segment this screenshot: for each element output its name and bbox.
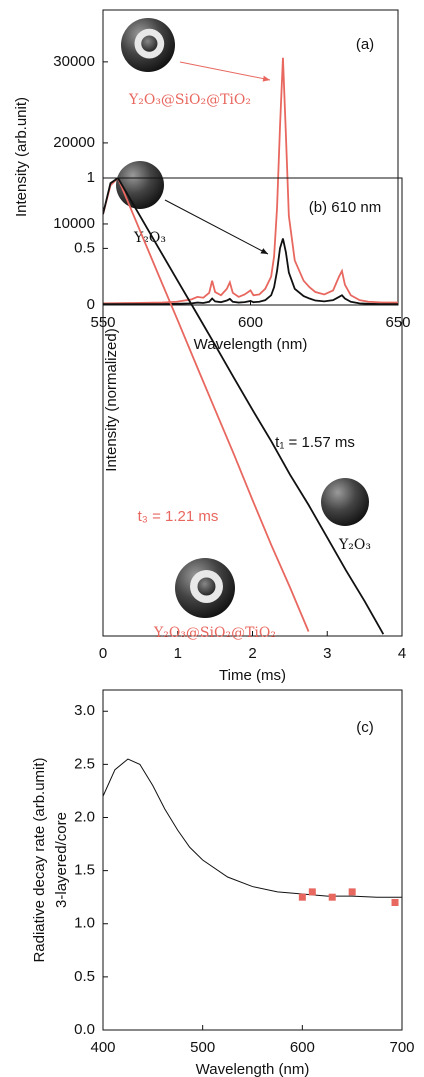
series-line [103, 758, 402, 898]
y-axis-label: Intensity (arb.unit) [13, 97, 30, 217]
particle-icon [116, 161, 164, 209]
series-line [103, 57, 398, 305]
data-point [391, 899, 399, 906]
series-line [103, 238, 398, 305]
series-label: Y₂O₃@SiO₂@TiO₂ [128, 92, 251, 108]
y-tick-label: 10000 [53, 215, 95, 232]
x-axis-label: Time (ms) [219, 667, 286, 684]
x-tick-label: 500 [190, 1039, 215, 1056]
series-label: Y₂O₃@SiO₂@TiO₂ [153, 625, 276, 641]
particle-core [197, 577, 216, 596]
y-tick-label: 1.0 [74, 915, 95, 932]
y-axis-label: Intensity (normalized) [103, 328, 120, 471]
y-axis-label: 3-layered/core [53, 812, 70, 908]
particle-core [141, 35, 158, 52]
y-axis-label: Radiative decay rate (arb.umit) [31, 757, 48, 962]
annotation: t₃ = 1.21 ms [138, 508, 219, 525]
x-tick-label: 600 [238, 314, 263, 331]
x-tick-label: 400 [90, 1039, 115, 1056]
x-tick-label: 3 [323, 645, 331, 662]
particle-icon [321, 478, 369, 526]
y-tick-label: 0.5 [74, 239, 95, 256]
plot-frame [102, 9, 399, 306]
series-label: Y₂O₃ [338, 537, 371, 553]
series-line [103, 178, 310, 632]
y-tick-label: 2.0 [74, 808, 95, 825]
annotation: (c) [356, 719, 374, 736]
plot-frame [102, 177, 403, 637]
data-point [308, 888, 316, 896]
annotation: (b) 610 nm [309, 199, 382, 216]
x-tick-label: 4 [398, 645, 406, 662]
data-point [298, 893, 306, 901]
y-tick-label: 0.5 [74, 968, 95, 985]
plot-frame [102, 689, 403, 1031]
arrow [164, 199, 269, 255]
x-tick-label: 1 [174, 645, 182, 662]
x-tick-label: 0 [99, 645, 107, 662]
x-tick-label: 650 [385, 314, 410, 331]
data-point [348, 888, 356, 896]
data-point [328, 893, 336, 901]
annotation: (a) [356, 36, 374, 53]
x-tick-label: 2 [248, 645, 256, 662]
y-tick-label: 0.0 [74, 1021, 95, 1038]
y-tick-label: 30000 [53, 53, 95, 70]
y-tick-label: 1.5 [74, 862, 95, 879]
y-tick-label: 20000 [53, 134, 95, 151]
y-tick-label: 1 [87, 169, 95, 186]
y-tick-label: 2.5 [74, 755, 95, 772]
annotation: t₁ = 1.57 ms [275, 434, 355, 451]
x-axis-label: Wavelength (nm) [196, 1061, 310, 1077]
x-tick-label: 700 [389, 1039, 414, 1056]
x-tick-label: 600 [290, 1039, 315, 1056]
y-tick-label: 0 [87, 296, 95, 313]
y-tick-label: 3.0 [74, 702, 95, 719]
x-axis-label: Wavelength (nm) [194, 336, 308, 353]
series-line [103, 178, 385, 635]
arrow [179, 61, 271, 82]
